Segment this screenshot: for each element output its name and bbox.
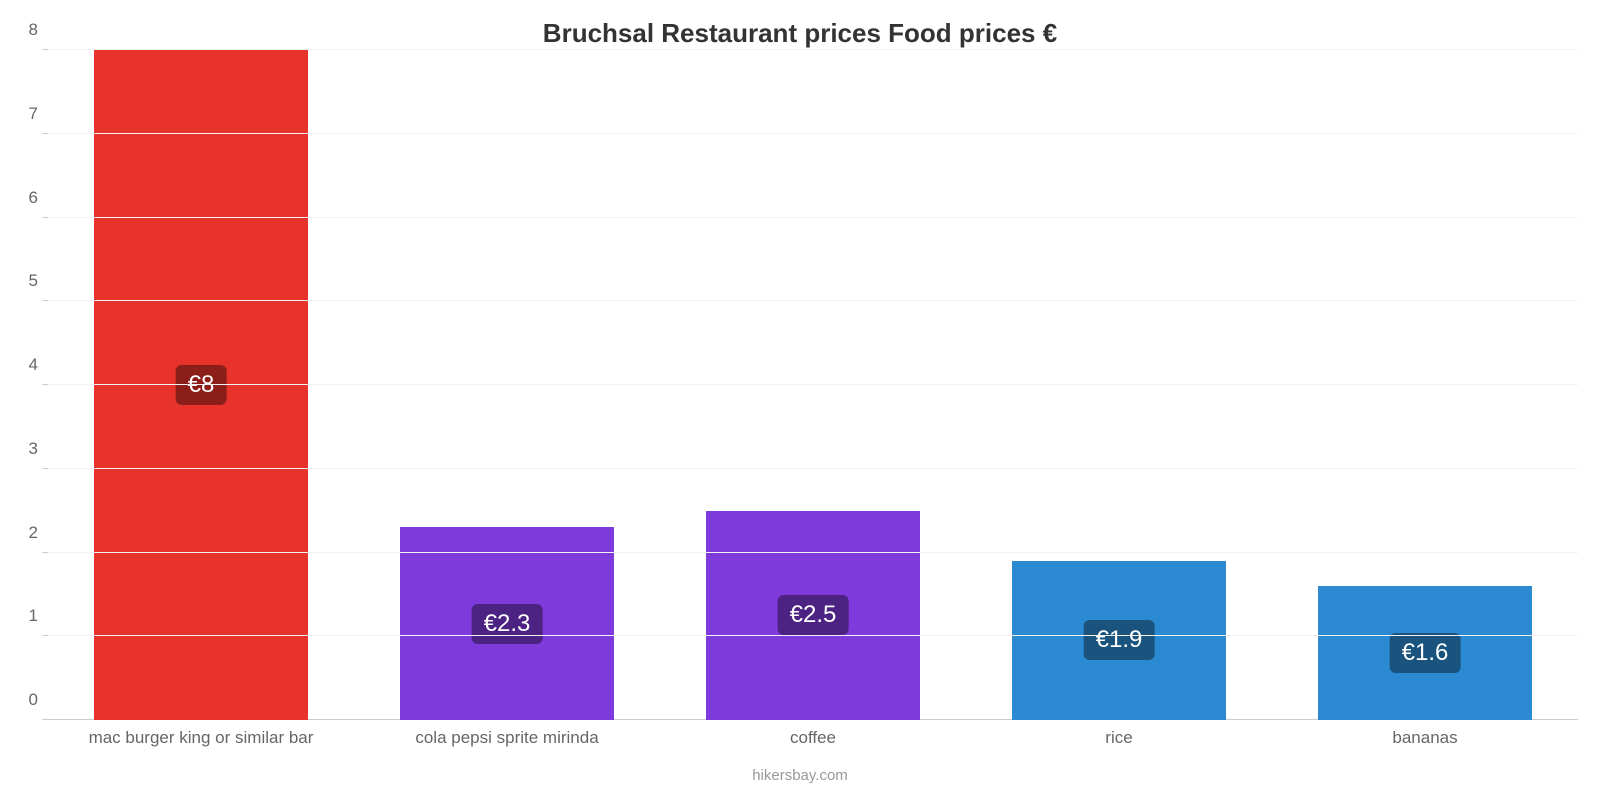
value-badge: €2.3 bbox=[472, 604, 543, 644]
x-tick-label: cola pepsi sprite mirinda bbox=[354, 728, 660, 748]
x-tick-label: rice bbox=[966, 728, 1272, 748]
gridline bbox=[48, 635, 1578, 636]
value-badge: €1.9 bbox=[1084, 620, 1155, 660]
y-tick-label: 7 bbox=[29, 104, 48, 124]
y-tick-mark bbox=[42, 552, 48, 553]
y-tick-label: 0 bbox=[29, 690, 48, 710]
gridline bbox=[48, 468, 1578, 469]
y-tick-label: 5 bbox=[29, 271, 48, 291]
chart-title: Bruchsal Restaurant prices Food prices € bbox=[0, 18, 1600, 49]
x-tick-label: coffee bbox=[660, 728, 966, 748]
y-tick-label: 4 bbox=[29, 355, 48, 375]
y-tick-mark bbox=[42, 217, 48, 218]
bar-slot: €1.9 bbox=[966, 50, 1272, 720]
y-tick-label: 8 bbox=[29, 20, 48, 40]
x-axis-labels: mac burger king or similar barcola pepsi… bbox=[48, 728, 1578, 748]
bar-slot: €2.3 bbox=[354, 50, 660, 720]
value-badge: €8 bbox=[176, 365, 227, 405]
y-tick-mark bbox=[42, 300, 48, 301]
bar-slot: €8 bbox=[48, 50, 354, 720]
gridline bbox=[48, 384, 1578, 385]
y-tick-mark bbox=[42, 635, 48, 636]
y-tick-label: 6 bbox=[29, 188, 48, 208]
y-tick-mark bbox=[42, 49, 48, 50]
y-tick-mark bbox=[42, 719, 48, 720]
bar-slot: €1.6 bbox=[1272, 50, 1578, 720]
bar-slot: €2.5 bbox=[660, 50, 966, 720]
x-tick-label: mac burger king or similar bar bbox=[48, 728, 354, 748]
bars-layer: €8 €2.3 €2.5 €1.9 €1.6 bbox=[48, 50, 1578, 720]
x-tick-label: bananas bbox=[1272, 728, 1578, 748]
gridline bbox=[48, 133, 1578, 134]
value-badge: €2.5 bbox=[778, 595, 849, 635]
y-tick-label: 2 bbox=[29, 523, 48, 543]
gridline bbox=[48, 217, 1578, 218]
y-tick-mark bbox=[42, 384, 48, 385]
gridline bbox=[48, 49, 1578, 50]
y-tick-label: 3 bbox=[29, 439, 48, 459]
price-bar-chart: Bruchsal Restaurant prices Food prices €… bbox=[0, 0, 1600, 800]
credit-text: hikersbay.com bbox=[0, 767, 1600, 784]
y-tick-mark bbox=[42, 468, 48, 469]
plot-area: €8€2.3€2.5€1.9€1.6 012345678 bbox=[48, 50, 1578, 720]
y-tick-label: 1 bbox=[29, 606, 48, 626]
gridline bbox=[48, 300, 1578, 301]
y-tick-mark bbox=[42, 133, 48, 134]
value-badge: €1.6 bbox=[1390, 633, 1461, 673]
gridline bbox=[48, 552, 1578, 553]
